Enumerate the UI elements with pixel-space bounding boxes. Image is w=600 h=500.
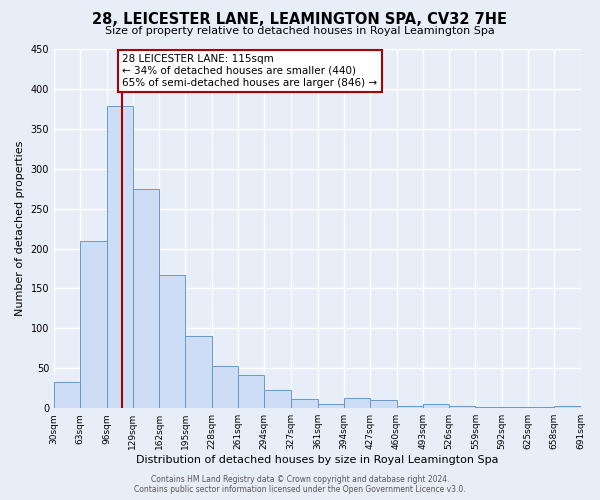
Bar — [449, 406, 475, 408]
Bar — [290, 398, 317, 408]
Bar — [317, 404, 344, 408]
X-axis label: Distribution of detached houses by size in Royal Leamington Spa: Distribution of detached houses by size … — [136, 455, 499, 465]
Bar — [107, 106, 133, 408]
Bar — [212, 366, 238, 408]
Y-axis label: Number of detached properties: Number of detached properties — [15, 141, 25, 316]
Bar — [238, 376, 265, 408]
Text: Contains HM Land Registry data © Crown copyright and database right 2024.
Contai: Contains HM Land Registry data © Crown c… — [134, 474, 466, 494]
Bar — [554, 406, 581, 408]
Bar — [370, 400, 397, 408]
Text: 28, LEICESTER LANE, LEAMINGTON SPA, CV32 7HE: 28, LEICESTER LANE, LEAMINGTON SPA, CV32… — [92, 12, 508, 28]
Bar — [159, 275, 185, 408]
Text: 28 LEICESTER LANE: 115sqm
← 34% of detached houses are smaller (440)
65% of semi: 28 LEICESTER LANE: 115sqm ← 34% of detac… — [122, 54, 377, 88]
Bar — [397, 406, 423, 408]
Bar — [80, 240, 107, 408]
Text: Size of property relative to detached houses in Royal Leamington Spa: Size of property relative to detached ho… — [105, 26, 495, 36]
Bar — [344, 398, 370, 408]
Bar — [265, 390, 290, 408]
Bar — [423, 404, 449, 408]
Bar — [185, 336, 212, 408]
Bar — [133, 188, 159, 408]
Bar — [54, 382, 80, 408]
